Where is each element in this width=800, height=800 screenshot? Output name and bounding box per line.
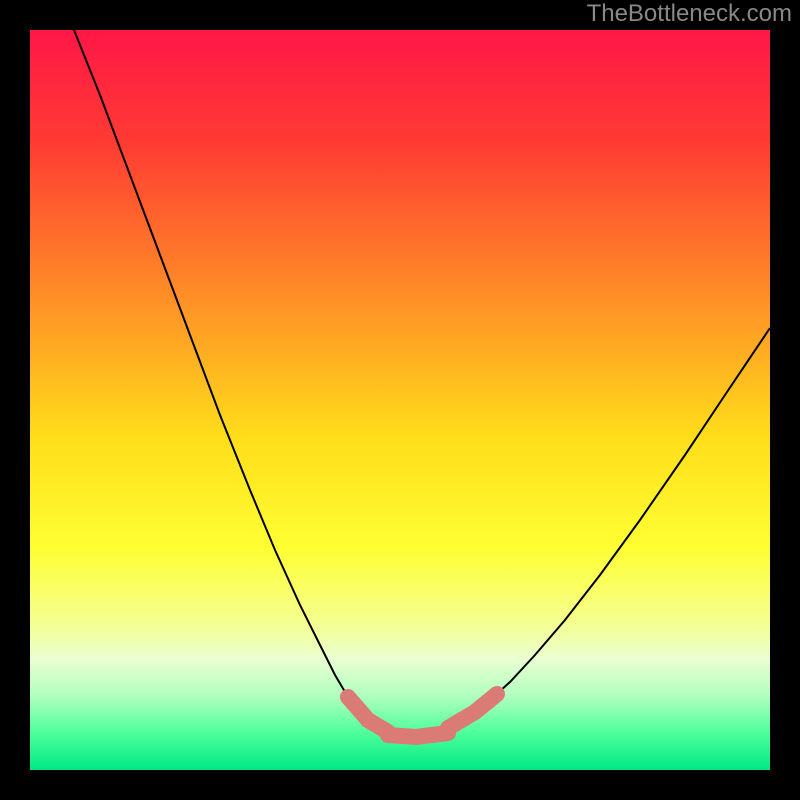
bottleneck-chart <box>0 0 800 800</box>
marker-segment <box>388 733 448 737</box>
plot-background <box>30 30 770 770</box>
chart-container: TheBottleneck.com <box>0 0 800 800</box>
watermark-text: TheBottleneck.com <box>587 0 792 28</box>
